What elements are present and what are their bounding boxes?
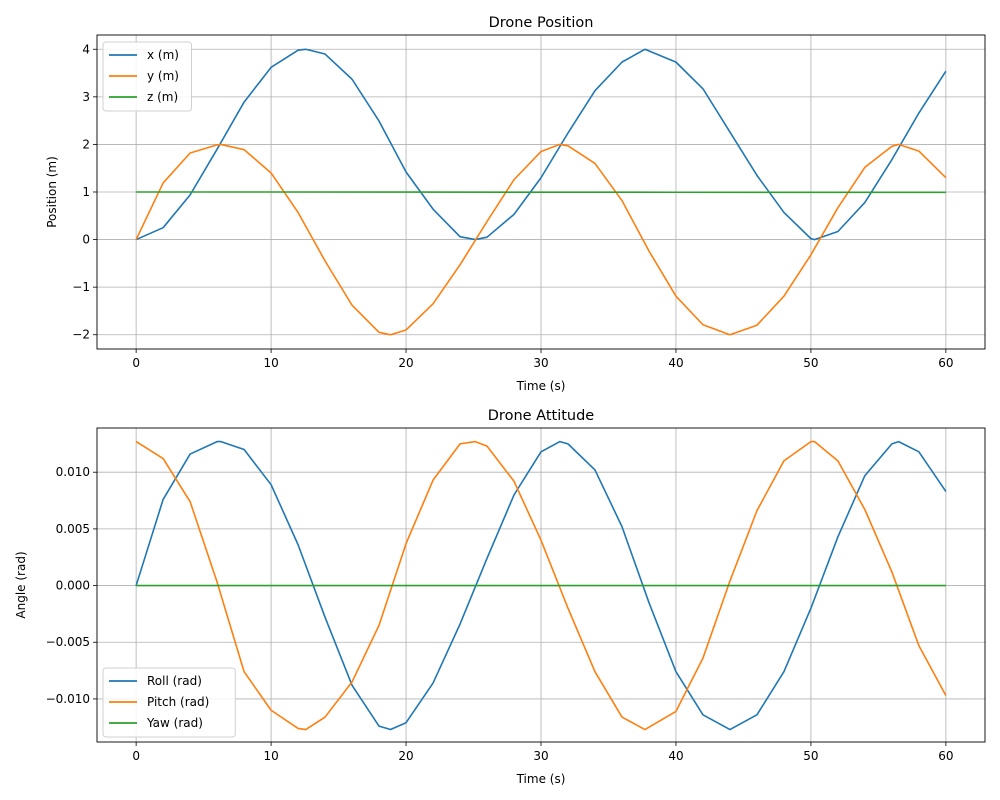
- position-chart: 0 10 20 30 40 50 60 −2 −1 0 1 2 3 4 Drone Position Time…: [45, 15, 986, 393]
- series-line-2: [135, 440, 947, 731]
- x-tick-label: 30: [533, 749, 548, 763]
- y-tick-label: 0.010: [56, 465, 90, 479]
- legend: x (m) y (m) z (m): [102, 41, 192, 112]
- series-line-1: [135, 440, 947, 731]
- y-tick-label: 1: [82, 185, 90, 199]
- x-tick-label: 40: [668, 356, 683, 370]
- x-tick-label: 10: [263, 356, 278, 370]
- legend-label: Yaw (rad): [146, 716, 203, 730]
- y-tick-label: 0.000: [56, 579, 90, 593]
- y-tick-label: 4: [82, 42, 90, 56]
- x-axis-label: Time (s): [516, 772, 566, 786]
- y-axis-label: Angle (rad): [14, 551, 28, 618]
- series-group: [135, 48, 947, 336]
- x-tick-label: 20: [398, 749, 413, 763]
- legend-label: z (m): [147, 90, 178, 104]
- y-tick-label: 0: [82, 233, 90, 247]
- x-tick-label: 40: [668, 749, 683, 763]
- legend-label: Roll (rad): [147, 674, 202, 688]
- legend-label: Pitch (rad): [147, 695, 209, 709]
- y-tick-label: 0.005: [56, 522, 90, 536]
- x-tick-label: 60: [938, 749, 953, 763]
- x-tick-label: 60: [938, 356, 953, 370]
- chart-title: Drone Position: [489, 15, 594, 31]
- series-line-1: [135, 48, 947, 241]
- legend-box: [102, 667, 236, 738]
- x-axis-label: Time (s): [516, 379, 566, 393]
- y-tick-label: 2: [82, 137, 90, 151]
- attitude-chart: 0 10 20 30 40 50 60 −0.010 −0.005 0.000 0.005 0.010…: [14, 408, 986, 786]
- x-tick-label: 30: [533, 356, 548, 370]
- x-tick-label: 0: [132, 356, 140, 370]
- x-tick-label: 10: [263, 749, 278, 763]
- y-axis-label: Position (m): [45, 156, 59, 228]
- y-tick-label: −1: [72, 280, 90, 294]
- series-line-2: [135, 143, 947, 336]
- y-tick-label: 3: [82, 90, 90, 104]
- x-tick-label: 0: [132, 749, 140, 763]
- y-tick-label: −2: [72, 328, 90, 342]
- y-tick-label: −0.005: [46, 635, 90, 649]
- x-tick-label: 50: [803, 356, 818, 370]
- y-tick-label: −0.010: [46, 692, 90, 706]
- legend-label: x (m): [147, 48, 179, 62]
- legend: Roll (rad) Pitch (rad) Yaw (rad): [102, 667, 236, 738]
- legend-label: y (m): [147, 69, 179, 83]
- legend-box: [102, 41, 192, 112]
- x-tick-label: 20: [398, 356, 413, 370]
- series-group: [135, 440, 947, 731]
- chart-title: Drone Attitude: [488, 408, 595, 424]
- x-tick-label: 50: [803, 749, 818, 763]
